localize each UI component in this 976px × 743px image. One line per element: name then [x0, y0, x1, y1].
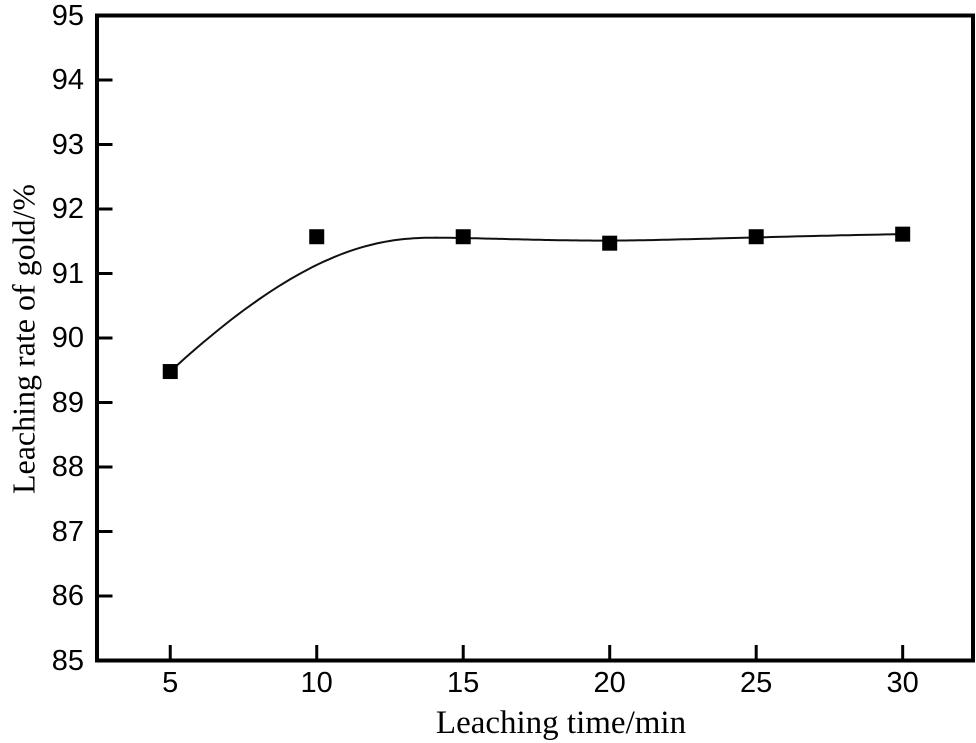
y-tick-label: 88 [51, 451, 84, 483]
y-tick-label: 93 [51, 128, 84, 161]
x-tick-label: 5 [162, 667, 179, 699]
x-tick-label: 30 [886, 667, 919, 699]
axes-frame [95, 13, 975, 663]
y-tick-label: 87 [51, 515, 84, 548]
y-tick-label: 91 [51, 257, 84, 290]
y-tick-label: 95 [51, 0, 84, 32]
y-tick-label: 90 [51, 322, 84, 354]
x-tick-label: 15 [447, 667, 480, 699]
y-tick-label: 94 [51, 64, 84, 96]
y-axis-title: Leaching rate of gold/% [5, 183, 42, 495]
data-point-marker [895, 226, 911, 242]
x-tick-label: 25 [740, 667, 773, 699]
x-tick-label: 10 [300, 667, 333, 699]
data-point-marker [309, 229, 325, 245]
data-point-marker [162, 364, 178, 380]
y-tick-label: 89 [51, 386, 84, 419]
y-tick-label: 92 [51, 193, 84, 225]
data-point-marker [602, 235, 618, 251]
data-point-marker [455, 229, 471, 245]
x-axis-title: Leaching time/min [435, 705, 687, 741]
y-tick-label: 86 [51, 580, 84, 612]
data-point-marker [748, 229, 764, 245]
y-tick-label: 85 [51, 644, 84, 677]
data-series-line [169, 233, 903, 373]
x-tick-label: 20 [593, 667, 626, 699]
